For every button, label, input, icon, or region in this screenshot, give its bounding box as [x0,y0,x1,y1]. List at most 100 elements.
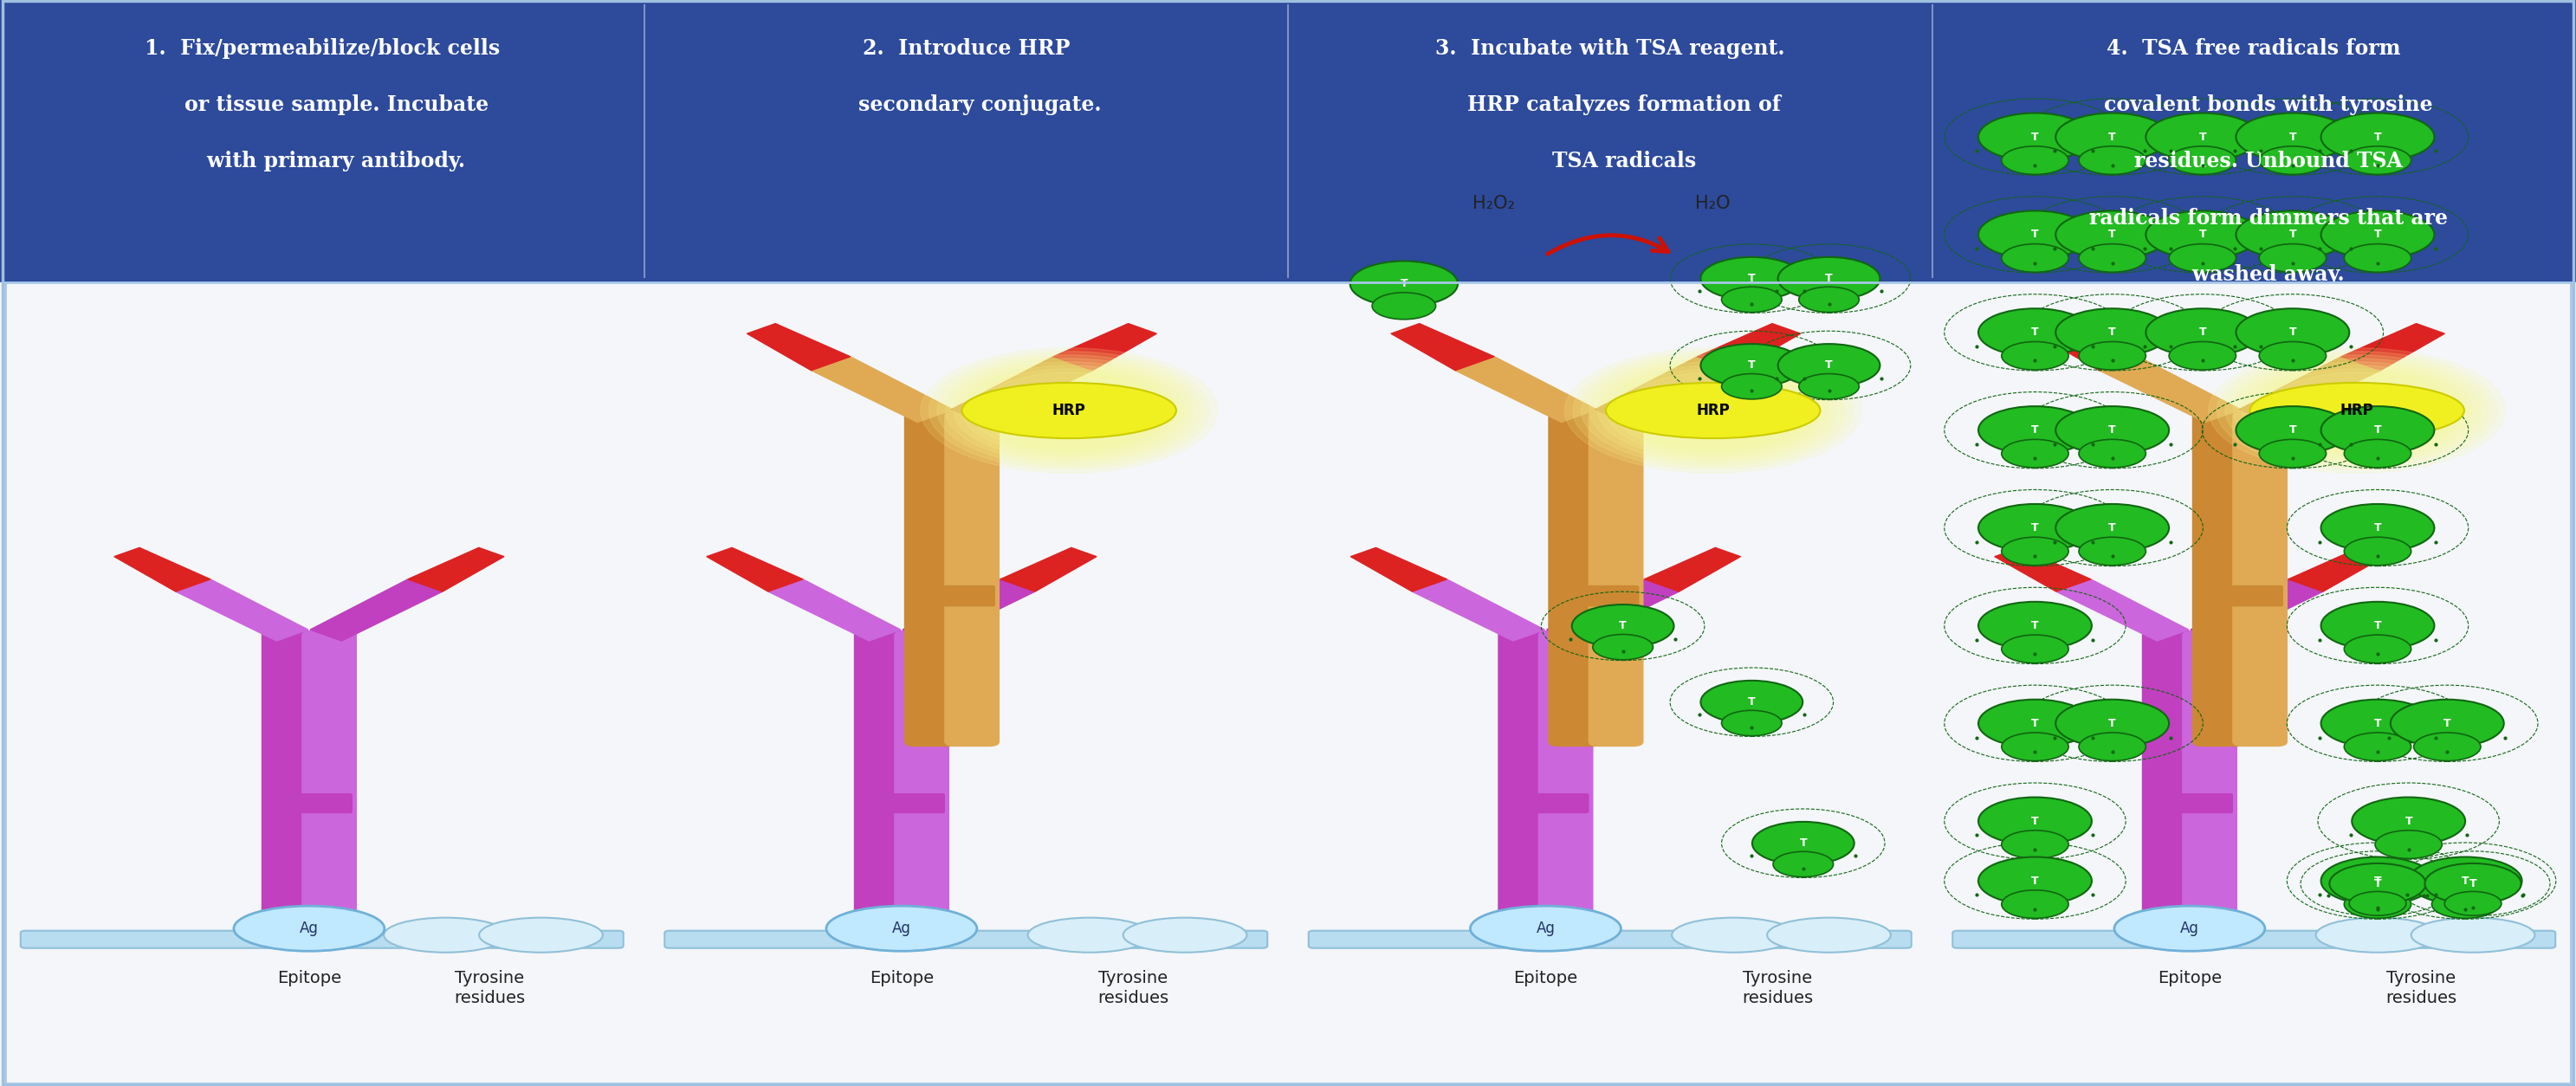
Text: T: T [2375,879,2380,889]
Text: T: T [2375,718,2380,729]
Text: T: T [2032,718,2038,729]
Circle shape [2169,244,2236,273]
Circle shape [2259,244,2326,273]
Text: 1.  Fix/permeabilize/block cells: 1. Fix/permeabilize/block cells [144,38,500,59]
Polygon shape [2190,579,2324,641]
Polygon shape [1455,356,1597,422]
Circle shape [1798,287,1860,313]
Text: T: T [2032,522,2038,533]
Circle shape [953,362,1185,459]
Text: T: T [2290,327,2295,338]
Text: covalent bonds with tyrosine: covalent bonds with tyrosine [2076,94,2432,115]
Circle shape [2236,211,2349,258]
Circle shape [2321,113,2434,161]
Text: T: T [2290,425,2295,435]
Circle shape [2259,369,2455,452]
Circle shape [2249,365,2465,456]
Text: T: T [1401,278,1406,289]
Text: T: T [1826,273,1832,285]
Ellipse shape [1672,918,1795,952]
Text: Ag: Ag [1535,921,1556,936]
Text: Ag: Ag [2179,921,2200,936]
Polygon shape [747,324,850,370]
FancyBboxPatch shape [263,631,317,944]
Ellipse shape [479,918,603,952]
Circle shape [2056,504,2169,552]
Text: T: T [2375,425,2380,435]
Circle shape [2236,113,2349,161]
FancyBboxPatch shape [945,412,999,746]
Text: T: T [1749,273,1754,285]
Circle shape [2391,699,2504,747]
Circle shape [1574,352,1852,469]
Text: T: T [2463,875,2468,886]
FancyBboxPatch shape [2233,412,2287,746]
Circle shape [1777,257,1880,300]
Circle shape [2321,602,2434,649]
Circle shape [971,369,1167,452]
FancyBboxPatch shape [2192,412,2246,746]
Circle shape [1700,681,1803,723]
Text: T: T [2110,425,2115,435]
Text: residues. Unbound TSA: residues. Unbound TSA [2105,151,2403,172]
Text: washed away.: washed away. [2164,264,2344,285]
Circle shape [2218,352,2496,469]
Polygon shape [706,547,804,592]
Text: T: T [2032,620,2038,631]
Text: T: T [2375,875,2380,886]
Circle shape [1373,292,1435,319]
Circle shape [2259,147,2326,175]
Text: T: T [1826,359,1832,371]
Text: T: T [1749,359,1754,371]
Circle shape [2352,797,2465,845]
Polygon shape [1054,324,1157,370]
Circle shape [1978,113,2092,161]
Circle shape [1772,851,1834,877]
Text: HRP catalyzes formation of: HRP catalyzes formation of [1440,94,1780,115]
Polygon shape [2239,356,2380,422]
Circle shape [2002,440,2069,468]
Circle shape [1721,710,1783,736]
Text: T: T [2200,327,2205,338]
Text: T: T [2200,131,2205,142]
Circle shape [2002,831,2069,859]
Text: T: T [2290,131,2295,142]
Ellipse shape [234,906,384,951]
Circle shape [1700,344,1803,387]
Circle shape [2056,211,2169,258]
Text: T: T [1801,837,1806,849]
Circle shape [938,355,1200,466]
Text: H₂O: H₂O [1695,194,1731,212]
Ellipse shape [827,906,976,951]
FancyBboxPatch shape [2197,585,2282,606]
Text: T: T [2110,327,2115,338]
Circle shape [2146,211,2259,258]
Polygon shape [2056,579,2190,641]
Circle shape [2424,863,2522,904]
Ellipse shape [1028,918,1151,952]
FancyBboxPatch shape [1589,412,1643,746]
Circle shape [2321,406,2434,454]
FancyBboxPatch shape [265,794,353,812]
Circle shape [1623,372,1803,449]
Circle shape [1721,287,1783,313]
Text: T: T [2375,229,2380,240]
Text: T: T [2200,229,2205,240]
FancyBboxPatch shape [858,794,945,812]
Circle shape [2344,891,2411,919]
Circle shape [1597,362,1829,459]
Polygon shape [1546,579,1680,641]
FancyBboxPatch shape [301,631,355,944]
Circle shape [2079,733,2146,761]
FancyBboxPatch shape [2146,794,2233,812]
Circle shape [2321,699,2434,747]
Circle shape [2321,211,2434,258]
Text: T: T [2110,718,2115,729]
Circle shape [2233,358,2481,463]
Text: 3.  Incubate with TSA reagent.: 3. Incubate with TSA reagent. [1435,38,1785,59]
Polygon shape [768,579,902,641]
Ellipse shape [1767,918,1891,952]
Text: 4.  TSA free radicals form: 4. TSA free radicals form [2107,38,2401,59]
Text: Ag: Ag [299,921,319,936]
Text: T: T [2032,327,2038,338]
